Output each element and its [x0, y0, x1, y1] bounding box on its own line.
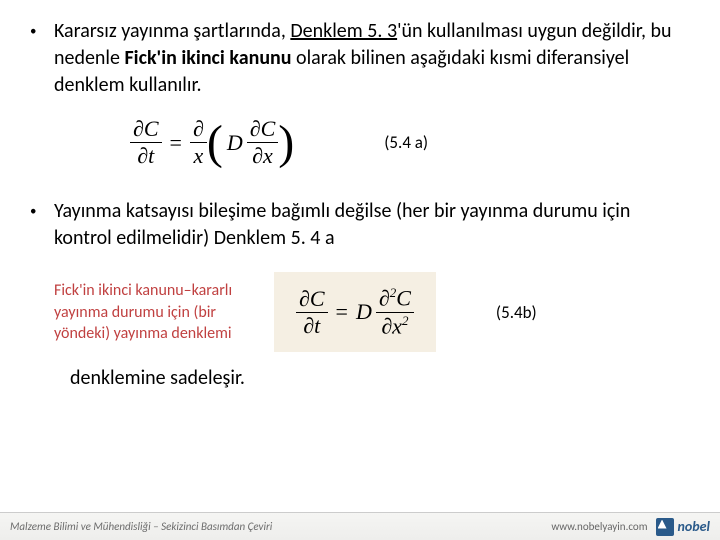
eq-a-inner-num: ∂C [247, 117, 279, 141]
eq-a-label: (5.4 a) [384, 132, 428, 153]
eq-a-lhs-den: ∂t [134, 144, 157, 168]
eq-b-label: (5.4b) [496, 302, 537, 323]
eq-a-lhs-num: ∂C [130, 117, 162, 141]
eq-a-op-num: ∂ [190, 117, 207, 141]
eq-b-box: ∂C ∂t = D ∂2C ∂x2 [274, 272, 436, 352]
nobel-mark-icon [656, 518, 674, 536]
eq-a-inner-den: ∂x [249, 144, 276, 168]
bullet-2-text: Yayınma katsayısı bileşime bağımlı değil… [54, 198, 690, 252]
eq-a-op-den: x [191, 144, 207, 168]
final-line: denklemine sadeleşir. [70, 366, 690, 390]
equals-sign: = [170, 130, 182, 156]
eq-a-lhs: ∂C ∂t [130, 117, 162, 168]
b1-pre: Kararsız yayınma şartlarında, [54, 19, 290, 43]
eq-a-op: ∂ x [190, 117, 207, 168]
eq-b-rhs-den: ∂x2 [378, 314, 411, 339]
eq-b-body: ∂C ∂t = D ∂2C ∂x2 [296, 286, 414, 338]
eq-b-lhs-den: ∂t [300, 314, 323, 338]
eq-b-D: D [356, 299, 372, 325]
eq-b-sup2: 2 [402, 313, 409, 328]
b1-bold: Fick'in ikinci kanunu [125, 46, 297, 70]
eq-a-body: ∂C ∂t = ∂ x ( D ∂C ∂x ) [130, 117, 294, 168]
eq-b-lhs: ∂C ∂t [296, 287, 328, 338]
eq-b-C: C [396, 286, 411, 311]
equation-5-4a: ∂C ∂t = ∂ x ( D ∂C ∂x ) (5.4 a) [130, 117, 690, 168]
eq-b-caption: Fick'in ikinci kanunu–kararlı yayınma du… [54, 280, 244, 345]
equation-5-4b-row: Fick'in ikinci kanunu–kararlı yayınma du… [54, 272, 690, 352]
footer: Malzeme Bilimi ve Mühendisliği – Sekizin… [0, 512, 720, 540]
footer-url: www.nobelyayin.com [551, 520, 647, 533]
bullet-1-text: Kararsız yayınma şartlarında, Denklem 5.… [54, 18, 690, 99]
eq-b-lhs-num: ∂C [296, 287, 328, 311]
nobel-brand: nobel [678, 518, 710, 535]
nobel-logo: nobel [656, 518, 710, 536]
eq-b-d2: ∂ [379, 286, 390, 311]
footer-right: www.nobelyayin.com nobel [551, 518, 710, 536]
eq-b-rhs-num: ∂2C [376, 286, 414, 311]
equals-sign-b: = [336, 299, 348, 325]
rparen-icon: ) [278, 121, 294, 164]
footer-left: Malzeme Bilimi ve Mühendisliği – Sekizin… [10, 520, 272, 533]
eq-b-rhs: ∂2C ∂x2 [376, 286, 414, 338]
bullet-marker: • [30, 18, 54, 99]
eq-b-dx: ∂x [381, 313, 402, 338]
eq-a-D: D [227, 130, 243, 156]
bullet-marker-2: • [30, 198, 54, 252]
lparen-icon: ( [207, 121, 223, 164]
eq-a-inner: ∂C ∂x [247, 117, 279, 168]
b1-link: Denklem 5. 3 [290, 19, 397, 43]
bullet-1: • Kararsız yayınma şartlarında, Denklem … [30, 18, 690, 99]
bullet-2: • Yayınma katsayısı bileşime bağımlı değ… [30, 198, 690, 252]
